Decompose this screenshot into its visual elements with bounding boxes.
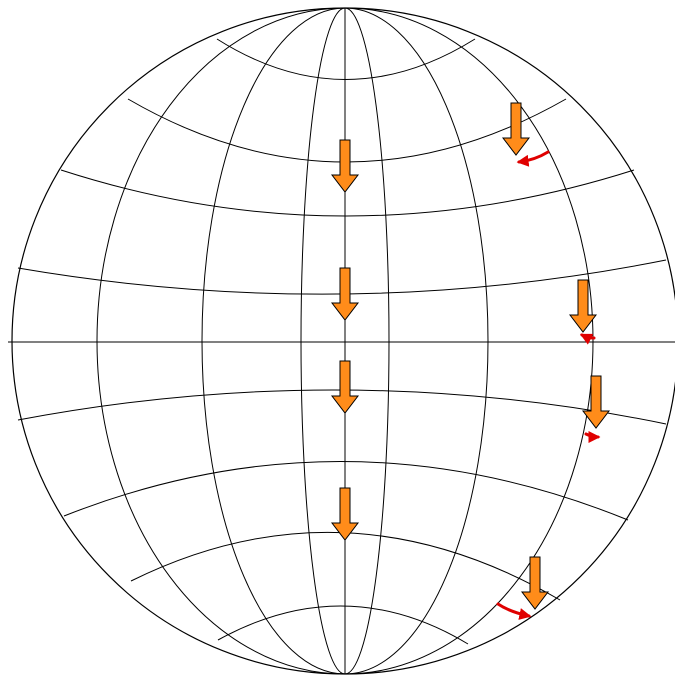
down-arrow-edge-3 — [581, 375, 611, 429]
rotation-arrow-counterclockwise — [579, 333, 596, 345]
parallel-line — [216, 38, 476, 80]
down-arrow-center-3 — [330, 360, 360, 414]
rotation-arrow-counterclockwise — [516, 150, 550, 167]
parallel-line — [217, 605, 469, 645]
rotation-arrow-clockwise — [584, 430, 601, 443]
down-arrow-center-4 — [330, 487, 360, 541]
rotation-arrow-clockwise — [496, 602, 532, 620]
down-arrow-edge-1 — [501, 102, 531, 156]
down-arrow-center-1 — [330, 139, 360, 193]
down-arrow-center-2 — [330, 267, 360, 321]
parallel-line — [60, 169, 635, 217]
parallels — [8, 38, 675, 645]
down-arrow-edge-2 — [568, 279, 598, 333]
curls — [496, 150, 601, 620]
globe-outline — [11, 7, 675, 675]
down-arrow-edge-4 — [520, 556, 550, 610]
arrows — [330, 102, 611, 610]
parallel-line — [63, 461, 629, 521]
